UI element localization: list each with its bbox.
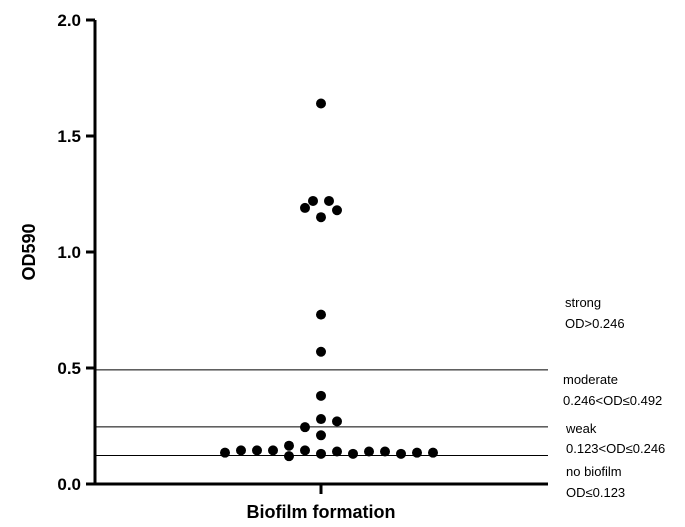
data-point xyxy=(364,446,374,457)
band-strong-range: OD>0.246 xyxy=(565,316,625,331)
data-points xyxy=(220,98,438,462)
data-point xyxy=(316,390,326,401)
data-point xyxy=(332,446,342,457)
data-point xyxy=(316,309,326,320)
band-weak-name: weak xyxy=(565,421,597,436)
data-point xyxy=(324,195,334,206)
y-axis-title: OD590 xyxy=(19,223,39,280)
data-point xyxy=(284,440,294,451)
data-point xyxy=(300,445,310,456)
data-point xyxy=(316,346,326,357)
data-point xyxy=(300,202,310,213)
data-point xyxy=(428,447,438,458)
y-tick-label: 1.5 xyxy=(57,127,81,146)
band-strong-name: strong xyxy=(565,295,601,310)
data-point xyxy=(316,414,326,425)
data-point xyxy=(316,448,326,459)
data-point xyxy=(268,445,278,456)
data-point xyxy=(236,445,246,456)
band-none-name: no biofilm xyxy=(566,464,622,479)
y-ticks: 0.0 0.5 1.0 1.5 2.0 xyxy=(57,11,95,494)
data-point xyxy=(316,430,326,441)
band-none-range: OD≤0.123 xyxy=(566,485,625,500)
data-point xyxy=(316,212,326,223)
band-weak-range: 0.123<OD≤0.246 xyxy=(566,441,665,456)
data-point xyxy=(316,98,326,109)
data-point xyxy=(284,451,294,462)
data-point xyxy=(220,447,230,458)
data-point xyxy=(252,445,262,456)
y-tick-label: 2.0 xyxy=(57,11,81,30)
x-axis-title: Biofilm formation xyxy=(247,502,396,522)
data-point xyxy=(300,422,310,433)
data-point xyxy=(396,448,406,459)
data-point xyxy=(332,205,342,216)
y-tick-label: 0.5 xyxy=(57,359,81,378)
data-point xyxy=(380,446,390,457)
band-moderate-name: moderate xyxy=(563,372,618,387)
data-point xyxy=(412,447,422,458)
y-tick-label: 0.0 xyxy=(57,475,81,494)
band-moderate-range: 0.246<OD≤0.492 xyxy=(563,393,662,408)
data-point xyxy=(348,448,358,459)
threshold-lines xyxy=(95,369,548,456)
y-tick-label: 1.0 xyxy=(57,243,81,262)
data-point xyxy=(332,416,342,427)
data-point xyxy=(308,195,318,206)
